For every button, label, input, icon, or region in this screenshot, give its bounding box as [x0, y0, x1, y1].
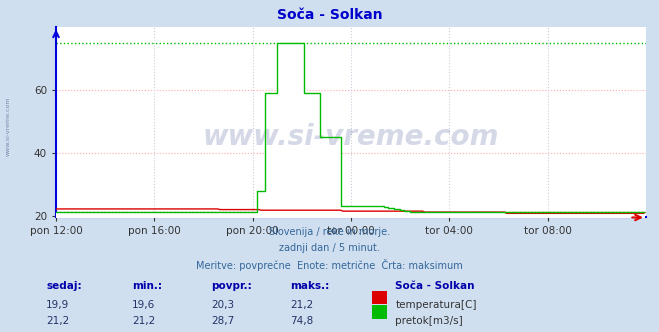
Text: Meritve: povprečne  Enote: metrične  Črta: maksimum: Meritve: povprečne Enote: metrične Črta:… — [196, 259, 463, 271]
Text: pretok[m3/s]: pretok[m3/s] — [395, 316, 463, 326]
Text: Soča - Solkan: Soča - Solkan — [395, 281, 475, 290]
Text: 28,7: 28,7 — [211, 316, 234, 326]
Text: temperatura[C]: temperatura[C] — [395, 300, 477, 310]
Text: 19,9: 19,9 — [46, 300, 69, 310]
Text: Soča - Solkan: Soča - Solkan — [277, 8, 382, 22]
Text: 19,6: 19,6 — [132, 300, 155, 310]
Text: www.si-vreme.com: www.si-vreme.com — [203, 123, 499, 151]
Text: Slovenija / reke in morje.: Slovenija / reke in morje. — [269, 227, 390, 237]
Text: 20,3: 20,3 — [211, 300, 234, 310]
Text: www.si-vreme.com: www.si-vreme.com — [5, 96, 11, 156]
Text: povpr.:: povpr.: — [211, 281, 252, 290]
Text: 74,8: 74,8 — [290, 316, 313, 326]
Text: 21,2: 21,2 — [46, 316, 69, 326]
Text: min.:: min.: — [132, 281, 162, 290]
Text: 21,2: 21,2 — [290, 300, 313, 310]
Text: zadnji dan / 5 minut.: zadnji dan / 5 minut. — [279, 243, 380, 253]
Text: maks.:: maks.: — [290, 281, 330, 290]
Text: 21,2: 21,2 — [132, 316, 155, 326]
Text: sedaj:: sedaj: — [46, 281, 82, 290]
